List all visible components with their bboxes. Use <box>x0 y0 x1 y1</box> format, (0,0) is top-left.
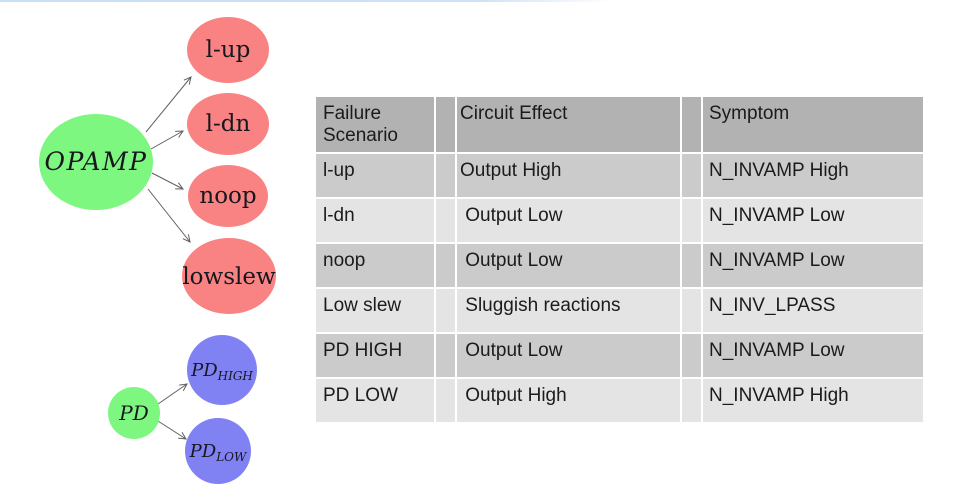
node-pd-low: PDLOW <box>185 418 251 484</box>
pd-high-label: PDHIGH <box>190 360 253 383</box>
cell-effect: Sluggish reactions <box>457 289 680 332</box>
cell-failure: PD LOW <box>316 379 434 422</box>
column-header-circuit-effect: Circuit Effect <box>457 97 680 152</box>
failure-symptom-table: Failure Scenario Circuit Effect Symptom … <box>316 97 923 422</box>
edge-opamp-lowslew <box>147 188 191 243</box>
l-up-ellipse <box>187 17 269 83</box>
pd-label: PD <box>118 401 149 425</box>
lowslew-label: lowslew <box>182 264 276 290</box>
spacer-cell <box>436 289 455 332</box>
node-l-dn: l-dn <box>187 93 269 155</box>
spacer-cell <box>436 97 455 152</box>
pd-low-label: PDLOW <box>189 441 248 464</box>
opamp-label: OPAMP <box>45 147 148 176</box>
spacer-cell <box>436 244 455 287</box>
spacer-cell <box>682 97 701 152</box>
spacer-cell <box>682 289 701 332</box>
node-pd: PD <box>108 387 160 439</box>
lowslew-ellipse <box>182 238 276 314</box>
cell-failure: noop <box>316 244 434 287</box>
node-noop: noop <box>188 165 268 227</box>
noop-ellipse <box>188 165 268 227</box>
cell-symptom: N_INVAMP Low <box>703 199 923 242</box>
cell-effect: Output Low <box>457 199 680 242</box>
pd-low-label-sub: LOW <box>215 450 248 464</box>
edge-opamp-noop <box>151 172 184 190</box>
l-dn-label: l-dn <box>206 111 251 137</box>
cell-effect: Output High <box>457 154 680 197</box>
spacer-cell <box>436 154 455 197</box>
pd-high-label-main: PD <box>190 360 218 381</box>
top-edge-line <box>0 0 614 2</box>
cell-symptom: N_INVAMP Low <box>703 244 923 287</box>
cell-symptom: N_INVAMP Low <box>703 334 923 377</box>
edge-pd-pdhigh <box>157 383 188 405</box>
column-header-failure-scenario: Failure Scenario <box>316 97 434 152</box>
node-lowslew: lowslew <box>182 238 276 314</box>
l-up-label: l-up <box>206 37 251 63</box>
edge-opamp-lup <box>145 76 192 133</box>
pd-low-circle <box>185 418 251 484</box>
node-opamp: OPAMP <box>39 114 153 210</box>
cell-failure: l-up <box>316 154 434 197</box>
spacer-cell <box>682 154 701 197</box>
pd-high-circle <box>187 335 257 405</box>
spacer-cell <box>436 199 455 242</box>
pd-high-label-sub: HIGH <box>217 369 254 383</box>
spacer-cell <box>682 379 701 422</box>
node-l-up: l-up <box>187 17 269 83</box>
opamp-ellipse <box>39 114 153 210</box>
noop-label: noop <box>199 183 256 209</box>
pd-low-label-main: PD <box>189 441 217 462</box>
spacer-cell <box>682 199 701 242</box>
column-header-symptom: Symptom <box>703 97 923 152</box>
diagram-edges <box>145 76 192 440</box>
node-pd-high: PDHIGH <box>187 335 257 405</box>
cell-effect: Output Low <box>457 334 680 377</box>
cell-effect: Output High <box>457 379 680 422</box>
spacer-cell <box>436 379 455 422</box>
edge-pd-pdlow <box>157 420 187 440</box>
edge-opamp-ldn <box>150 130 184 150</box>
spacer-cell <box>436 334 455 377</box>
cell-symptom: N_INVAMP High <box>703 379 923 422</box>
cell-failure: Low slew <box>316 289 434 332</box>
cell-effect: Output Low <box>457 244 680 287</box>
pd-circle <box>108 387 160 439</box>
l-dn-ellipse <box>187 93 269 155</box>
cell-failure: l-dn <box>316 199 434 242</box>
cell-symptom: N_INVAMP High <box>703 154 923 197</box>
spacer-cell <box>682 244 701 287</box>
spacer-cell <box>682 334 701 377</box>
cell-symptom: N_INV_LPASS <box>703 289 923 332</box>
cell-failure: PD HIGH <box>316 334 434 377</box>
